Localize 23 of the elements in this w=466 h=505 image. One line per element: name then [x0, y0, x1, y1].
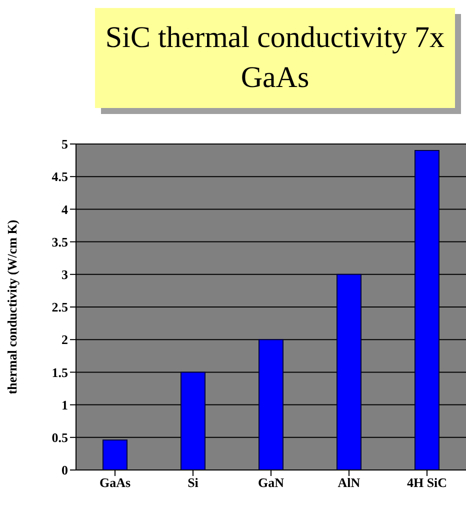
bar: [336, 274, 362, 470]
y-tick-label: 3: [62, 267, 68, 282]
bar: [102, 440, 128, 470]
bar: [258, 339, 284, 470]
bar: [180, 372, 206, 470]
y-tick-label: 4: [62, 202, 68, 217]
y-axis-title: thermal conductivity (W/cm K): [4, 220, 20, 394]
y-tick-label: 5: [62, 136, 68, 152]
x-tick-label: GaN: [258, 475, 285, 490]
x-tick-label: 4H SiC: [406, 475, 448, 490]
bar: [414, 150, 440, 470]
x-tick-label: GaAs: [99, 475, 131, 490]
chart-title: SiC thermal conductivity 7x GaAs: [95, 8, 455, 108]
y-tick-label: 1.5: [52, 364, 68, 380]
y-tick-label: 0.5: [52, 430, 68, 446]
x-tick-label: AlN: [338, 475, 361, 490]
y-tick-label: 0: [62, 462, 68, 478]
y-tick-label: 4.5: [52, 169, 68, 184]
y-tick-label: 3.5: [52, 234, 68, 250]
y-tick-label: 1: [62, 397, 68, 412]
x-tick-label: Si: [188, 475, 199, 490]
y-tick-label: 2: [62, 332, 68, 348]
y-tick-label: 2.5: [52, 300, 68, 315]
